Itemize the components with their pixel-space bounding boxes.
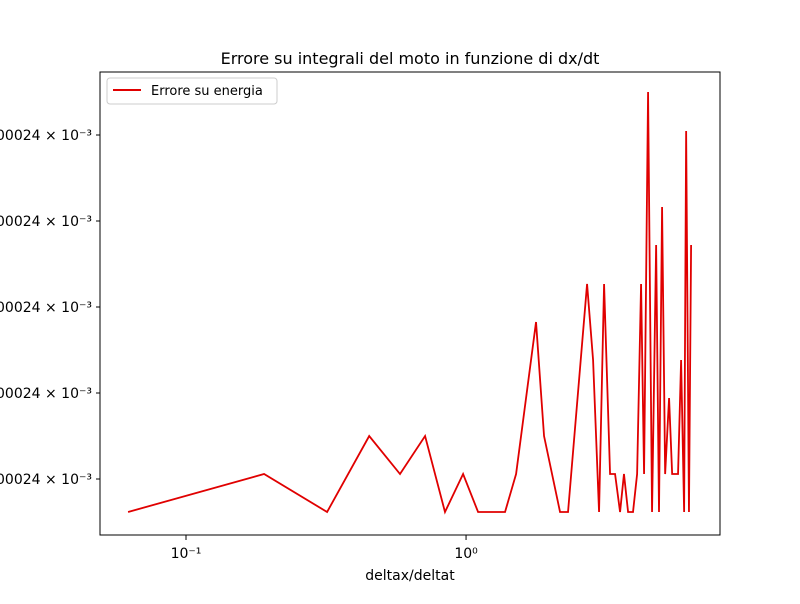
data-line [127, 91, 692, 515]
plot-frame [99, 71, 721, 536]
y-tick-label: 00024 × 10⁻³ [0, 214, 92, 230]
chart-title: Errore su integrali del moto in funzione… [221, 49, 600, 68]
legend-label: Errore su energia [151, 84, 263, 99]
x-axis-label: deltax/deltat [365, 568, 455, 584]
x-tick-label: 10⁰ [454, 546, 478, 562]
legend-box [106, 77, 278, 105]
y-tick-label: 00024 × 10⁻³ [0, 300, 92, 316]
y-tick-label: 00024 × 10⁻³ [0, 128, 92, 144]
y-tick-label: 00024 × 10⁻³ [0, 386, 92, 402]
y-tick-label: 00024 × 10⁻³ [0, 472, 92, 488]
x-tick-label: 10⁻¹ [171, 546, 202, 562]
